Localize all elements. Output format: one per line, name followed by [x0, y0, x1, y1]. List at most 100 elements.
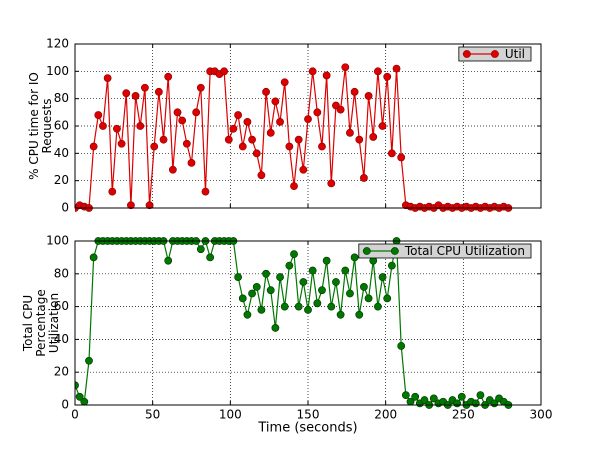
- data-point: [266, 286, 275, 295]
- data-point: [108, 187, 117, 196]
- data-point: [373, 302, 382, 311]
- data-point: [266, 128, 275, 137]
- data-point: [369, 133, 378, 141]
- data-point: [243, 310, 252, 319]
- data-point: [192, 108, 201, 117]
- data-point: [313, 299, 322, 308]
- data-point: [182, 139, 191, 148]
- data-point: [387, 261, 396, 270]
- data-point: [332, 278, 340, 286]
- data-point: [117, 139, 126, 148]
- plot-area: [75, 63, 513, 212]
- data-point: [453, 399, 462, 408]
- data-point: [285, 261, 294, 270]
- data-point: [411, 392, 420, 401]
- data-point: [248, 289, 256, 298]
- y-tick-label: 0: [61, 398, 69, 412]
- data-point: [206, 253, 215, 262]
- data-point: [89, 253, 98, 262]
- data-point: [94, 111, 103, 119]
- data-point: [257, 305, 266, 314]
- data-point: [476, 391, 485, 400]
- data-point: [234, 111, 242, 119]
- axes-frame: [74, 43, 542, 209]
- data-point: [308, 67, 317, 76]
- x-axis-label: Time (seconds): [257, 421, 357, 436]
- data-point: [257, 171, 266, 180]
- x-tick-label: 300: [530, 408, 553, 422]
- legend-box: [358, 243, 532, 259]
- data-point: [290, 182, 298, 191]
- data-point: [341, 63, 350, 72]
- data-point: [294, 135, 303, 144]
- data-point: [276, 118, 284, 126]
- data-point: [276, 273, 284, 281]
- data-point: [383, 72, 392, 81]
- y-tick-label: 20: [54, 365, 69, 379]
- data-point: [89, 142, 98, 151]
- data-point: [299, 278, 308, 286]
- x-tick-label: 50: [145, 408, 160, 422]
- data-point: [164, 72, 173, 81]
- data-point: [136, 122, 145, 130]
- data-point: [364, 92, 373, 100]
- data-point: [113, 124, 121, 133]
- data-point: [145, 201, 154, 210]
- data-point: [243, 118, 252, 126]
- data-point: [378, 273, 387, 281]
- data-point: [355, 135, 364, 144]
- data-point: [429, 394, 438, 403]
- data-point: [322, 256, 331, 265]
- data-point: [238, 142, 247, 151]
- y-tick-label: 100: [46, 234, 69, 248]
- data-point: [262, 87, 270, 96]
- data-point: [364, 294, 373, 303]
- y-axis-label-line: % CPU time for IO: [27, 72, 41, 180]
- data-point: [387, 149, 396, 158]
- data-point: [336, 105, 345, 114]
- x-tick-label: 150: [297, 408, 320, 422]
- y-tick-label: 40: [54, 146, 69, 160]
- data-point: [350, 253, 359, 262]
- data-point: [224, 135, 233, 144]
- data-point: [457, 392, 466, 401]
- y-tick-label: 80: [54, 266, 69, 280]
- data-point: [173, 108, 182, 117]
- data-point: [80, 397, 89, 406]
- plot-area: [75, 237, 513, 409]
- data-point: [322, 71, 331, 80]
- data-point: [318, 286, 326, 295]
- data-point: [313, 108, 322, 117]
- data-point: [355, 310, 364, 319]
- data-point: [285, 142, 294, 151]
- data-point: [252, 283, 261, 291]
- data-point: [168, 165, 177, 174]
- data-point: [154, 87, 163, 96]
- data-point: [127, 201, 135, 210]
- data-point: [346, 128, 354, 137]
- data-point: [327, 302, 336, 311]
- data-point: [346, 289, 354, 298]
- data-point: [401, 391, 410, 400]
- y-axis-label: Total CPUPercentageUtilization: [21, 289, 61, 357]
- data-point: [397, 342, 406, 350]
- data-point: [159, 135, 168, 144]
- legend-label: Total CPU Utilization: [404, 244, 525, 258]
- data-point: [248, 135, 256, 144]
- data-point: [271, 324, 280, 332]
- data-point: [196, 245, 205, 254]
- data-point: [252, 149, 261, 158]
- y-tick-label: 40: [54, 332, 69, 346]
- y-tick-label: 60: [54, 119, 69, 133]
- x-tick-label: 250: [452, 408, 475, 422]
- data-point: [360, 174, 368, 182]
- legend-label: Util: [505, 47, 525, 61]
- data-point: [220, 67, 229, 76]
- data-point: [196, 83, 205, 92]
- data-point: [378, 122, 387, 130]
- data-point: [397, 153, 406, 162]
- data-point: [150, 142, 159, 151]
- y-axis-label: % CPU time for IORequests: [27, 72, 54, 180]
- data-point: [350, 87, 359, 96]
